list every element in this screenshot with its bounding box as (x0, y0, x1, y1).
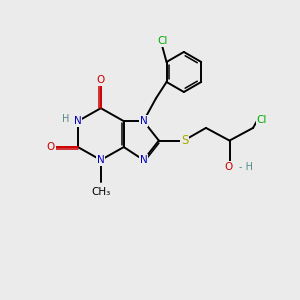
Text: O: O (97, 75, 105, 85)
Text: N: N (140, 116, 147, 126)
Text: O: O (46, 142, 55, 152)
Text: H: H (62, 114, 69, 124)
Text: S: S (181, 134, 188, 147)
Text: CH₃: CH₃ (91, 188, 110, 197)
Text: O: O (225, 162, 233, 172)
Text: N: N (140, 155, 147, 165)
Text: N: N (74, 116, 82, 126)
Text: Cl: Cl (157, 36, 167, 46)
Text: Cl: Cl (256, 115, 266, 125)
Text: - H: - H (239, 162, 253, 172)
Text: N: N (97, 155, 105, 165)
